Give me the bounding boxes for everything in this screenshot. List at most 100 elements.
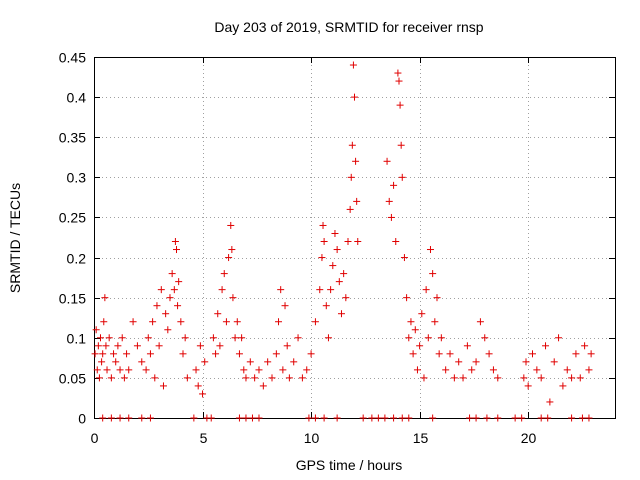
data-point	[201, 358, 209, 366]
x-tick-label: 15	[413, 430, 429, 446]
data-point	[533, 366, 541, 374]
data-point	[192, 366, 200, 374]
data-point	[142, 366, 150, 374]
data-point	[303, 366, 311, 374]
data-point	[327, 286, 335, 294]
data-point	[123, 350, 131, 358]
data-point	[437, 334, 445, 342]
data-point	[329, 262, 337, 270]
data-point	[218, 286, 226, 294]
data-point	[246, 358, 254, 366]
data-point	[405, 334, 413, 342]
data-point	[529, 350, 537, 358]
data-point	[424, 334, 432, 342]
zero-marker	[311, 414, 319, 422]
points-layer	[91, 61, 595, 422]
zero-marker	[99, 414, 107, 422]
data-point	[194, 382, 202, 390]
data-point	[146, 350, 154, 358]
data-point	[129, 318, 137, 326]
zero-marker	[374, 414, 382, 422]
data-point	[251, 374, 259, 382]
data-point	[546, 398, 554, 406]
data-point	[442, 366, 450, 374]
zero-marker	[429, 414, 437, 422]
data-point	[290, 358, 298, 366]
data-point	[390, 181, 398, 189]
data-point	[183, 374, 191, 382]
data-point	[395, 77, 403, 85]
data-point	[352, 157, 360, 165]
data-point	[222, 318, 230, 326]
zero-marker	[248, 414, 256, 422]
data-point	[162, 310, 170, 318]
zero-marker	[405, 414, 413, 422]
data-point	[344, 238, 352, 246]
data-point	[450, 374, 458, 382]
zero-marker	[235, 414, 243, 422]
data-point	[277, 286, 285, 294]
data-point	[559, 382, 567, 390]
data-point	[446, 350, 454, 358]
data-point	[242, 374, 250, 382]
x-tick-label: 20	[521, 430, 537, 446]
data-point	[259, 382, 267, 390]
data-point	[283, 342, 291, 350]
data-point	[125, 366, 133, 374]
data-point	[116, 366, 124, 374]
x-tick-label: 5	[200, 430, 208, 446]
zero-marker	[368, 414, 376, 422]
zero-marker	[466, 414, 474, 422]
data-point	[99, 350, 107, 358]
data-point	[149, 318, 157, 326]
data-point	[220, 270, 228, 278]
data-point	[100, 318, 108, 326]
data-point	[214, 310, 222, 318]
data-point	[298, 374, 306, 382]
data-point	[485, 350, 493, 358]
y-tick-label: 0.15	[59, 291, 86, 307]
data-point	[114, 342, 122, 350]
zero-marker	[483, 414, 491, 422]
data-point	[238, 334, 246, 342]
data-point	[481, 334, 489, 342]
zero-marker	[333, 414, 341, 422]
data-point	[435, 350, 443, 358]
x-tick-label: 0	[91, 430, 99, 446]
data-point	[347, 173, 355, 181]
data-point	[351, 93, 358, 101]
data-point	[120, 374, 128, 382]
data-point	[550, 358, 558, 366]
y-tick-label: 0.25	[59, 210, 86, 226]
zero-marker	[585, 414, 593, 422]
data-point	[164, 326, 172, 334]
x-axis-label: GPS time / hours	[296, 457, 403, 473]
data-point	[212, 350, 220, 358]
data-point	[233, 318, 241, 326]
data-point	[93, 366, 101, 374]
data-point	[101, 294, 109, 302]
data-point	[112, 358, 120, 366]
data-point	[463, 342, 471, 350]
data-point	[102, 342, 110, 350]
data-point	[459, 374, 467, 382]
data-point	[476, 318, 484, 326]
data-point	[171, 238, 179, 246]
data-point	[133, 342, 141, 350]
data-point	[398, 173, 406, 181]
zero-marker	[138, 414, 146, 422]
data-point	[268, 374, 276, 382]
y-tick-label: 0.3	[67, 170, 87, 186]
y-tick-label: 0.1	[67, 331, 87, 347]
data-point	[587, 350, 595, 358]
data-point	[199, 390, 207, 398]
data-point	[225, 254, 233, 262]
data-point	[294, 334, 302, 342]
zero-marker	[242, 414, 250, 422]
data-point	[95, 374, 103, 382]
zero-marker	[568, 414, 576, 422]
data-point	[413, 366, 421, 374]
data-point	[281, 302, 289, 310]
data-point	[144, 334, 152, 342]
data-point	[563, 366, 571, 374]
